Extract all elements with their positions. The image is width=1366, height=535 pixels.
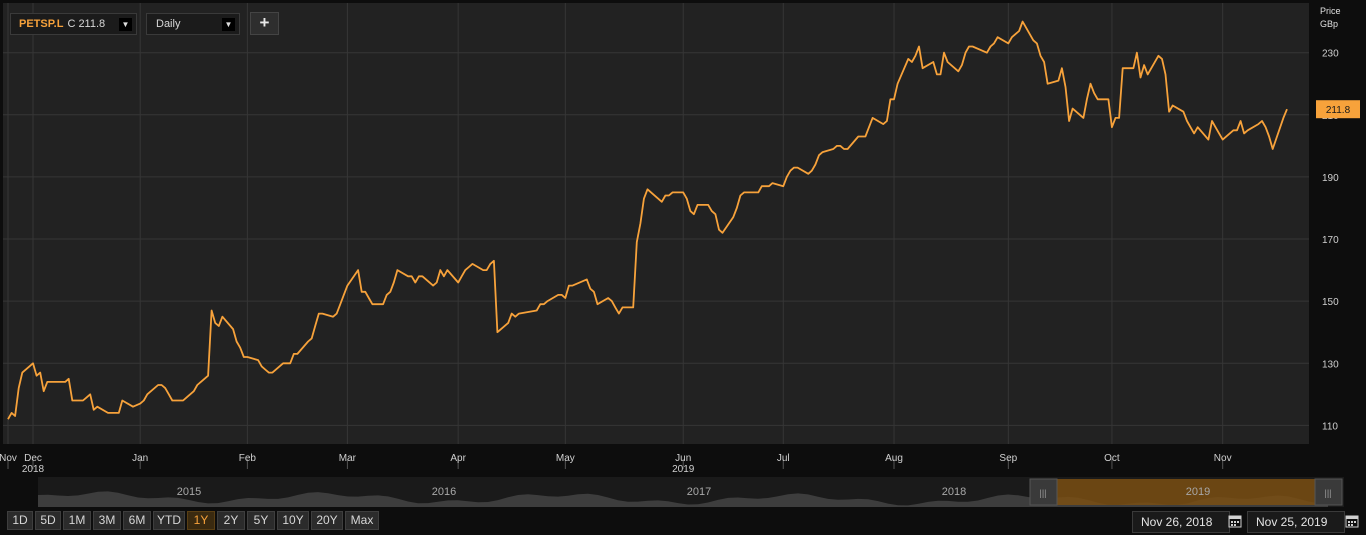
- navigator-right-handle: [1314, 478, 1343, 506]
- y-tick-label: 210: [1322, 111, 1339, 122]
- interval-label: Daily: [156, 18, 181, 30]
- range-button-3m[interactable]: 3M: [93, 511, 121, 530]
- close-price-label: C 211.8: [67, 18, 106, 30]
- y-tick-label: 230: [1322, 49, 1339, 60]
- range-button-1d[interactable]: 1D: [7, 511, 33, 530]
- x-tick-label: Nov: [1214, 453, 1232, 464]
- range-button-1y[interactable]: 1Y: [187, 511, 215, 530]
- navigator-year-label: 2019: [1186, 486, 1210, 498]
- y-tick-label: 190: [1322, 173, 1339, 184]
- range-button-10y[interactable]: 10Y: [277, 511, 309, 530]
- x-year-label: 2019: [672, 464, 695, 475]
- navigator-history-area: [38, 491, 1328, 507]
- end-date-field[interactable]: Nov 25, 2019: [1247, 511, 1345, 533]
- start-date-field[interactable]: Nov 26, 2018: [1132, 511, 1230, 533]
- range-button-1m[interactable]: 1M: [63, 511, 91, 530]
- x-tick-label: Jul: [777, 453, 790, 464]
- chevron-down-icon[interactable]: ▼: [119, 18, 132, 31]
- x-year-label: 2018: [22, 464, 45, 475]
- y-axis-title: Price GBp: [1320, 5, 1341, 31]
- x-tick-label: Aug: [885, 453, 903, 464]
- navigator-year-label: 2017: [687, 486, 711, 498]
- range-button-2y[interactable]: 2Y: [217, 511, 245, 530]
- x-tick-label: Nov: [0, 453, 17, 464]
- navigator-year-label: 2018: [942, 486, 966, 498]
- chart-panel[interactable]: [3, 3, 1309, 444]
- x-tick-label: Jun: [675, 453, 691, 464]
- unit-label: GBp: [1320, 19, 1339, 29]
- x-tick-label: Sep: [999, 453, 1017, 464]
- x-tick-label: Dec: [24, 453, 42, 464]
- last-price-badge: [1316, 100, 1360, 119]
- navigator-selection: [1057, 479, 1325, 505]
- calendar-icon[interactable]: [1345, 514, 1359, 528]
- calendar-icon[interactable]: [1228, 514, 1242, 528]
- y-tick-label: 170: [1322, 235, 1339, 246]
- price-series-line: [7, 20, 1288, 420]
- range-button-6m[interactable]: 6M: [123, 511, 151, 530]
- range-button-ytd[interactable]: YTD: [153, 511, 185, 530]
- y-tick-label: 110: [1322, 421, 1338, 432]
- chevron-down-icon[interactable]: ▼: [222, 18, 235, 31]
- range-navigator[interactable]: ||| ||| 2015 2016 2017 2018 2019: [38, 477, 1344, 507]
- y-tick-label: 150: [1322, 297, 1339, 308]
- right-handle-grip-icon: |||: [1324, 488, 1331, 498]
- add-study-button[interactable]: +: [250, 12, 279, 35]
- navigator-year-label: 2016: [432, 486, 456, 498]
- x-tick-label: Feb: [239, 453, 257, 464]
- last-price-label: 211.8: [1326, 105, 1351, 116]
- range-button-max[interactable]: Max: [345, 511, 379, 530]
- range-button-20y[interactable]: 20Y: [311, 511, 343, 530]
- interval-selector[interactable]: Daily ▼: [146, 13, 240, 35]
- symbol-label: PETSP.L: [19, 18, 64, 30]
- left-handle-grip-icon: |||: [1039, 488, 1046, 498]
- x-tick-label: Apr: [450, 453, 466, 464]
- price-chart[interactable]: [3, 3, 1309, 444]
- x-tick-label: Mar: [339, 453, 357, 464]
- range-button-5d[interactable]: 5D: [35, 511, 61, 530]
- symbol-selector[interactable]: PETSP.L C 211.8 ▼: [10, 13, 137, 35]
- x-tick-label: Jan: [132, 453, 148, 464]
- range-button-5y[interactable]: 5Y: [247, 511, 275, 530]
- navigator-left-handle: [1029, 478, 1058, 506]
- navigator-year-label: 2015: [177, 486, 201, 498]
- y-tick-label: 130: [1322, 359, 1339, 370]
- x-tick-label: Oct: [1104, 453, 1120, 464]
- x-tick-label: May: [556, 453, 575, 464]
- price-label: Price: [1320, 6, 1341, 16]
